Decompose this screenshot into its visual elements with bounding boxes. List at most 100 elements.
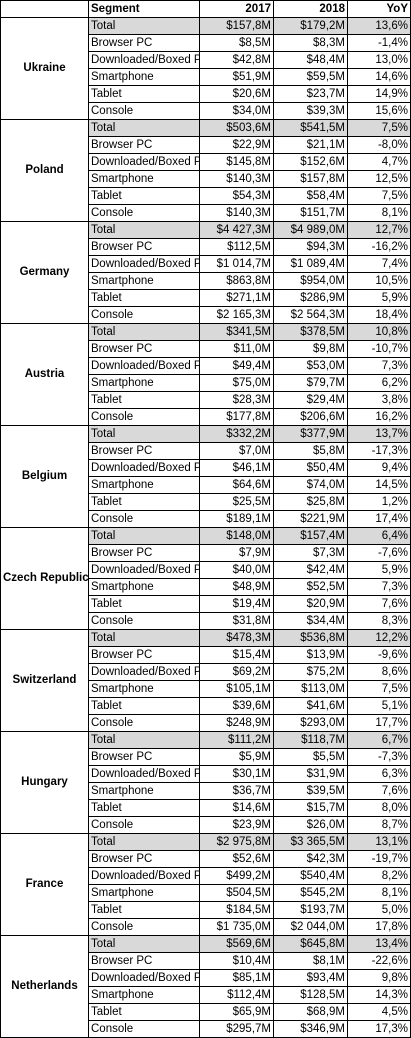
- value-2017-cell[interactable]: $295,7M: [199, 1020, 274, 1038]
- value-2017-cell[interactable]: $177,8M: [199, 408, 274, 426]
- value-2017-cell[interactable]: $48,9M: [199, 578, 274, 596]
- yoy-cell[interactable]: 13,0%: [347, 51, 411, 69]
- value-2018-cell[interactable]: $954,0M: [273, 272, 348, 290]
- segment-cell[interactable]: Downloaded/Boxed PC: [88, 561, 200, 579]
- value-2018-cell[interactable]: $20,9M: [273, 595, 348, 613]
- yoy-cell[interactable]: -22,6%: [347, 952, 411, 970]
- value-2018-cell[interactable]: $152,6M: [273, 153, 348, 171]
- yoy-cell[interactable]: -17,3%: [347, 442, 411, 460]
- segment-cell[interactable]: Browser PC: [88, 646, 200, 664]
- value-2018-cell[interactable]: $377,9M: [273, 425, 348, 443]
- yoy-cell[interactable]: 17,8%: [347, 918, 411, 936]
- yoy-cell[interactable]: 8,6%: [347, 663, 411, 681]
- value-2018-cell[interactable]: $540,4M: [273, 867, 348, 885]
- segment-cell[interactable]: Browser PC: [88, 136, 200, 154]
- value-2018-cell[interactable]: $151,7M: [273, 204, 348, 222]
- segment-cell[interactable]: Downloaded/Boxed PC: [88, 459, 200, 477]
- yoy-cell[interactable]: 13,7%: [347, 425, 411, 443]
- segment-cell[interactable]: Tablet: [88, 901, 200, 919]
- yoy-cell[interactable]: -16,2%: [347, 238, 411, 256]
- value-2017-cell[interactable]: $31,8M: [199, 612, 274, 630]
- value-2017-cell[interactable]: $569,6M: [199, 935, 274, 953]
- value-2017-cell[interactable]: $52,6M: [199, 850, 274, 868]
- yoy-cell[interactable]: 13,6%: [347, 17, 411, 35]
- value-2018-cell[interactable]: $31,9M: [273, 765, 348, 783]
- value-2018-cell[interactable]: $293,0M: [273, 714, 348, 732]
- segment-cell[interactable]: Smartphone: [88, 782, 200, 800]
- region-cell-netherlands[interactable]: Netherlands: [0, 935, 89, 1038]
- yoy-cell[interactable]: -9,6%: [347, 646, 411, 664]
- value-2017-cell[interactable]: $5,9M: [199, 748, 274, 766]
- value-2017-cell[interactable]: $332,2M: [199, 425, 274, 443]
- yoy-cell[interactable]: 7,4%: [347, 255, 411, 273]
- value-2018-cell[interactable]: $8,3M: [273, 34, 348, 52]
- value-2017-cell[interactable]: $145,8M: [199, 153, 274, 171]
- yoy-cell[interactable]: -19,7%: [347, 850, 411, 868]
- region-cell-austria[interactable]: Austria: [0, 323, 89, 426]
- segment-cell[interactable]: Total: [88, 17, 200, 35]
- segment-cell[interactable]: Console: [88, 918, 200, 936]
- yoy-cell[interactable]: 8,1%: [347, 204, 411, 222]
- segment-cell[interactable]: Browser PC: [88, 238, 200, 256]
- value-2017-cell[interactable]: $504,5M: [199, 884, 274, 902]
- segment-cell[interactable]: Browser PC: [88, 544, 200, 562]
- value-2018-cell[interactable]: $42,4M: [273, 561, 348, 579]
- value-2018-cell[interactable]: $3 365,5M: [273, 833, 348, 851]
- region-cell-belgium[interactable]: Belgium: [0, 425, 89, 528]
- value-2017-cell[interactable]: $189,1M: [199, 510, 274, 528]
- value-2018-cell[interactable]: $5,8M: [273, 442, 348, 460]
- yoy-cell[interactable]: 8,2%: [347, 867, 411, 885]
- yoy-cell[interactable]: 7,5%: [347, 119, 411, 137]
- segment-cell[interactable]: Tablet: [88, 187, 200, 205]
- yoy-cell[interactable]: 6,7%: [347, 731, 411, 749]
- segment-cell[interactable]: Console: [88, 204, 200, 222]
- value-2018-cell[interactable]: $645,8M: [273, 935, 348, 953]
- value-2018-cell[interactable]: $39,5M: [273, 782, 348, 800]
- segment-cell[interactable]: Console: [88, 816, 200, 834]
- value-2017-cell[interactable]: $112,4M: [199, 986, 274, 1004]
- segment-cell[interactable]: Browser PC: [88, 442, 200, 460]
- value-2018-cell[interactable]: $8,1M: [273, 952, 348, 970]
- segment-cell[interactable]: Tablet: [88, 391, 200, 409]
- region-cell-germany[interactable]: Germany: [0, 221, 89, 324]
- segment-cell[interactable]: Tablet: [88, 289, 200, 307]
- value-2018-cell[interactable]: $179,2M: [273, 17, 348, 35]
- value-2017-cell[interactable]: $25,5M: [199, 493, 274, 511]
- value-2017-cell[interactable]: $863,8M: [199, 272, 274, 290]
- value-2017-cell[interactable]: $36,7M: [199, 782, 274, 800]
- value-2018-cell[interactable]: $68,9M: [273, 1003, 348, 1021]
- segment-cell[interactable]: Browser PC: [88, 34, 200, 52]
- value-2017-cell[interactable]: $2 165,3M: [199, 306, 274, 324]
- value-2018-cell[interactable]: $4 989,0M: [273, 221, 348, 239]
- value-2018-cell[interactable]: $50,4M: [273, 459, 348, 477]
- yoy-cell[interactable]: 7,3%: [347, 357, 411, 375]
- segment-cell[interactable]: Smartphone: [88, 578, 200, 596]
- segment-cell[interactable]: Console: [88, 1020, 200, 1038]
- value-2017-cell[interactable]: $19,4M: [199, 595, 274, 613]
- value-2017-cell[interactable]: $7,9M: [199, 544, 274, 562]
- segment-cell[interactable]: Console: [88, 510, 200, 528]
- yoy-cell[interactable]: 8,7%: [347, 816, 411, 834]
- yoy-cell[interactable]: 12,5%: [347, 170, 411, 188]
- segment-cell[interactable]: Tablet: [88, 595, 200, 613]
- value-2018-cell[interactable]: $286,9M: [273, 289, 348, 307]
- yoy-cell[interactable]: 13,1%: [347, 833, 411, 851]
- yoy-cell[interactable]: 14,5%: [347, 476, 411, 494]
- region-cell-switzerland[interactable]: Switzerland: [0, 629, 89, 732]
- value-2017-cell[interactable]: $148,0M: [199, 527, 274, 545]
- value-2018-cell[interactable]: $41,6M: [273, 697, 348, 715]
- value-2017-cell[interactable]: $51,9M: [199, 68, 274, 86]
- value-2018-cell[interactable]: $48,4M: [273, 51, 348, 69]
- yoy-cell[interactable]: 12,2%: [347, 629, 411, 647]
- value-2018-cell[interactable]: $53,0M: [273, 357, 348, 375]
- value-2018-cell[interactable]: $9,8M: [273, 340, 348, 358]
- value-2017-cell[interactable]: $30,1M: [199, 765, 274, 783]
- value-2018-cell[interactable]: $15,7M: [273, 799, 348, 817]
- value-2018-cell[interactable]: $2 564,3M: [273, 306, 348, 324]
- yoy-cell[interactable]: 15,6%: [347, 102, 411, 120]
- region-cell-ukraine[interactable]: Ukraine: [0, 17, 89, 120]
- value-2017-cell[interactable]: $69,2M: [199, 663, 274, 681]
- value-2018-cell[interactable]: $13,9M: [273, 646, 348, 664]
- value-2018-cell[interactable]: $536,8M: [273, 629, 348, 647]
- value-2017-cell[interactable]: $499,2M: [199, 867, 274, 885]
